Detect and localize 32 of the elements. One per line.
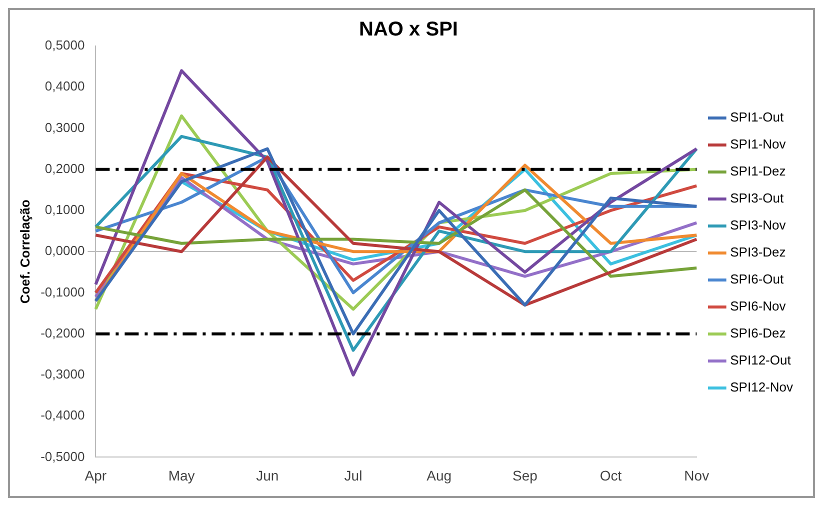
- y-tick-label: 0,3000: [44, 120, 85, 135]
- x-tick-label: Apr: [84, 467, 107, 484]
- y-tick-label: 0,1000: [44, 202, 85, 218]
- y-tick-label: 0,4000: [44, 78, 85, 94]
- y-axis-title: Coef. Correlação: [17, 200, 32, 304]
- chart-title: NAO x SPI: [359, 18, 458, 41]
- y-tick-label: -0,4000: [40, 408, 85, 423]
- legend-label: SPI3-Nov: [730, 218, 786, 233]
- legend-label: SPI6-Nov: [730, 298, 786, 314]
- y-tick-label: 0,2000: [44, 160, 85, 176]
- y-tick-label: 0,5000: [44, 38, 85, 53]
- y-tick-label: 0,0000: [44, 243, 85, 258]
- x-tick-label: Sep: [512, 467, 538, 484]
- legend-label: SPI6-Out: [730, 272, 784, 287]
- legend-label: SPI1-Dez: [730, 164, 786, 179]
- x-tick-label: Jun: [256, 467, 279, 484]
- legend-label: SPI6-Dez: [730, 326, 786, 341]
- y-tick-label: -0,5000: [40, 448, 85, 464]
- legend-label: SPI12-Nov: [730, 380, 794, 395]
- legend-label: SPI3-Out: [730, 190, 784, 206]
- y-tick-label: -0,3000: [40, 366, 85, 382]
- legend-label: SPI1-Nov: [730, 136, 786, 152]
- x-tick-label: Aug: [426, 467, 452, 484]
- legend-label: SPI12-Out: [730, 352, 792, 368]
- legend-label: SPI3-Dez: [730, 244, 786, 260]
- x-tick-label: Oct: [600, 467, 622, 484]
- y-tick-label: -0,1000: [40, 284, 85, 300]
- x-tick-label: May: [168, 467, 195, 484]
- y-tick-label: -0,2000: [40, 325, 85, 340]
- x-tick-label: Jul: [344, 467, 362, 484]
- x-tick-label: Nov: [684, 467, 710, 484]
- legend-label: SPI1-Out: [730, 110, 784, 125]
